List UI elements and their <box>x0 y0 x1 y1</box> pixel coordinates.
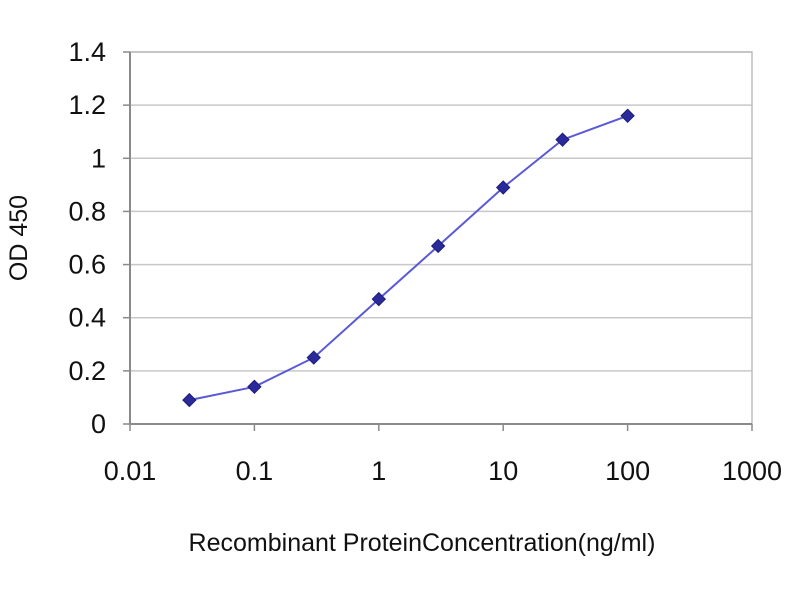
plot-frame <box>129 51 753 425</box>
data-point-7 <box>620 108 635 123</box>
series-line-0 <box>189 114 628 402</box>
x-tick-label-2: 1 <box>371 456 386 486</box>
y-tick-label-3: 0.6 <box>68 250 106 280</box>
y-tick-label-7: 1.4 <box>68 37 106 67</box>
axes <box>123 51 753 431</box>
y-tick-label-6: 1.2 <box>68 90 106 120</box>
data-series <box>182 108 635 408</box>
x-tick-label-1: 0.1 <box>236 456 274 486</box>
data-point-0 <box>182 392 197 408</box>
x-tick-label-0: 0.01 <box>104 456 157 486</box>
y-tick-label-1: 0.2 <box>68 356 106 386</box>
data-point-2 <box>306 350 321 365</box>
y-axis-title: OD 450 <box>5 195 33 281</box>
data-point-5 <box>495 180 511 195</box>
y-tick-label-4: 0.8 <box>68 196 106 226</box>
data-point-4 <box>430 238 446 254</box>
data-point-1 <box>247 379 262 395</box>
y-tick-label-5: 1 <box>91 143 106 173</box>
x-tick-label-4: 100 <box>605 456 650 486</box>
x-tick-label-3: 10 <box>488 456 518 486</box>
tick-labels: 0 0.2 0.4 0.6 0.8 1 1.2 1.4 0.01 0.1 1 10 100 1000 <box>68 37 782 486</box>
gridlines <box>130 51 752 372</box>
x-axis-title: Recombinant ProteinConcentration(ng/ml) <box>189 529 656 557</box>
y-tick-label-2: 0.4 <box>68 303 106 333</box>
x-tick-label-5: 1000 <box>722 456 782 486</box>
data-point-3 <box>371 291 387 307</box>
y-tick-label-0: 0 <box>91 409 106 439</box>
data-point-6 <box>555 132 570 147</box>
